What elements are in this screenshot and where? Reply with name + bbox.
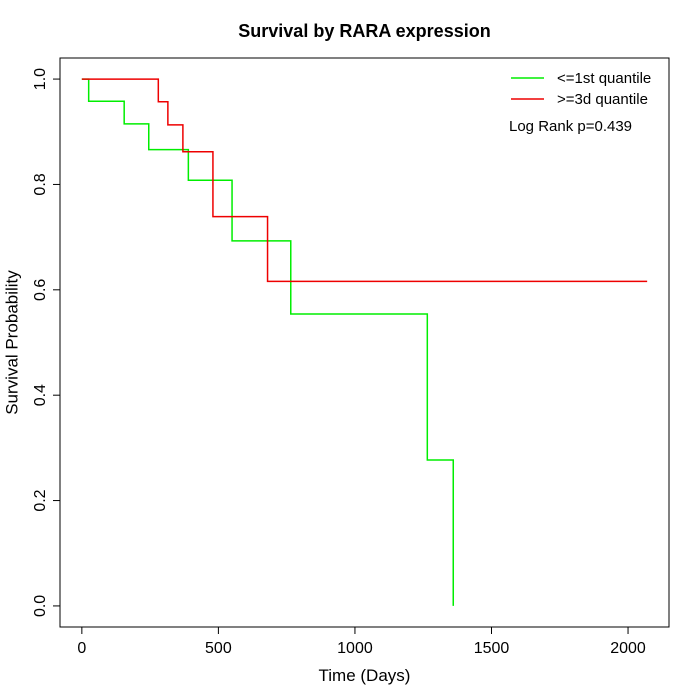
y-axis: 0.0 0.2 0.4 0.6 0.8 1.0 — [32, 68, 61, 617]
y-tick-label: 0.2 — [32, 489, 49, 511]
y-tick-label: 0.8 — [32, 173, 49, 195]
series-line-2 — [81, 78, 648, 283]
plot-frame — [59, 57, 670, 628]
y-axis-label: Survival Probability — [2, 270, 21, 415]
x-tick-label: 2000 — [610, 640, 646, 657]
y-tick-label: 0.6 — [32, 279, 49, 301]
x-axis: 0 500 1000 1500 2000 — [77, 626, 646, 657]
x-tick-label: 0 — [77, 640, 86, 657]
x-tick-label: 1000 — [337, 640, 373, 657]
x-tick-label: 500 — [205, 640, 232, 657]
y-tick-label: 0.0 — [32, 595, 49, 617]
legend: <=1st quantile >=3d quantile — [511, 70, 651, 108]
series-layer — [81, 78, 648, 606]
x-tick-label: 1500 — [474, 640, 510, 657]
log-rank-annotation: Log Rank p=0.439 — [509, 118, 632, 135]
y-tick-label: 0.4 — [32, 384, 49, 406]
chart-title: Survival by RARA expression — [238, 21, 490, 41]
y-tick-label: 1.0 — [32, 68, 49, 90]
x-axis-label: Time (Days) — [319, 666, 411, 685]
series-line-1 — [81, 78, 455, 606]
legend-label: <=1st quantile — [557, 70, 651, 87]
legend-label: >=3d quantile — [557, 91, 648, 108]
